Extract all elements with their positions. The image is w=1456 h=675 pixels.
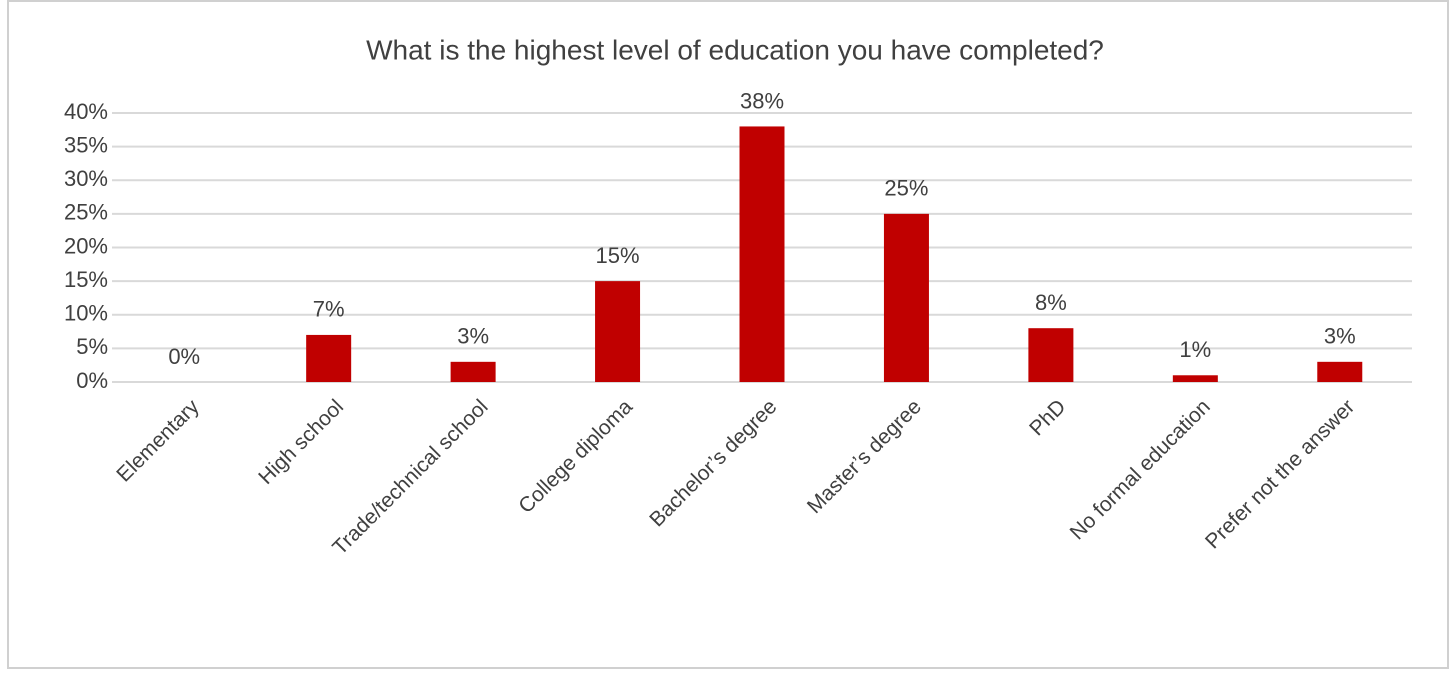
bar [306, 334, 352, 382]
value-label: 0% [168, 344, 200, 369]
value-label: 3% [1324, 324, 1356, 349]
y-tick-label: 40% [64, 99, 108, 124]
bar [1172, 375, 1218, 382]
bar [595, 281, 641, 382]
value-label: 3% [457, 324, 489, 349]
chart-title: What is the highest level of education y… [366, 34, 1104, 65]
y-tick-label: 5% [76, 334, 108, 359]
y-tick-label: 0% [76, 368, 108, 393]
bar [1317, 361, 1363, 382]
value-label: 38% [740, 88, 784, 113]
value-label: 1% [1179, 337, 1211, 362]
value-label: 8% [1035, 290, 1067, 315]
bar [450, 361, 496, 382]
value-label: 25% [884, 176, 928, 201]
y-tick-label: 30% [64, 166, 108, 191]
chart-border [7, 0, 1449, 669]
bar [739, 126, 785, 382]
y-tick-label: 35% [64, 132, 108, 157]
y-tick-label: 15% [64, 267, 108, 292]
y-tick-label: 10% [64, 301, 108, 326]
bar [1028, 328, 1074, 382]
y-tick-label: 20% [64, 233, 108, 258]
value-label: 15% [596, 243, 640, 268]
value-label: 7% [313, 297, 345, 322]
y-tick-label: 25% [64, 200, 108, 225]
bar [883, 213, 929, 382]
